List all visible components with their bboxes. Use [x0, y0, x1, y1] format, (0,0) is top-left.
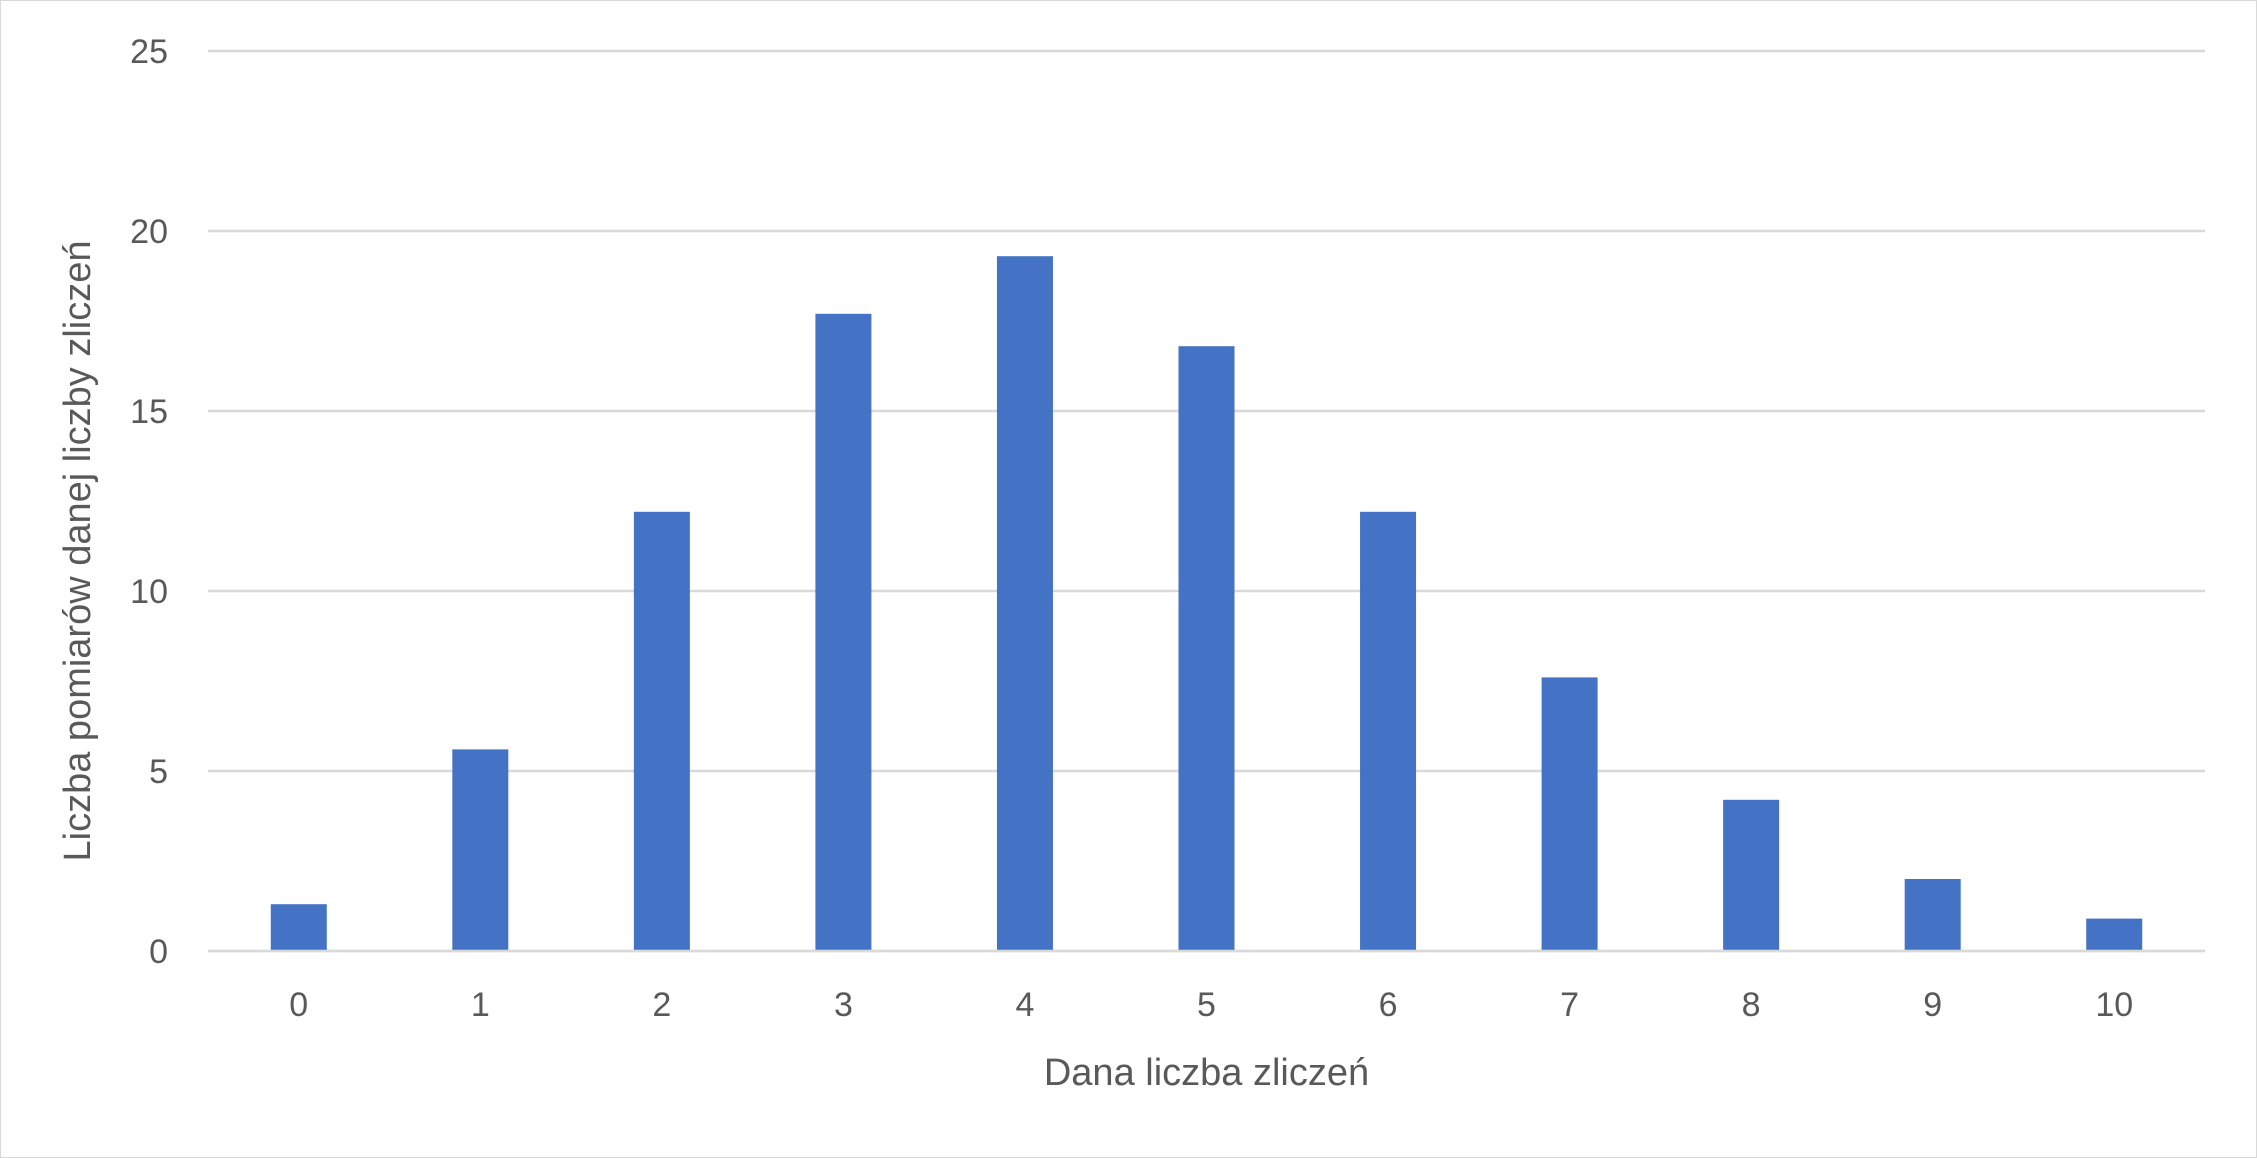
- bar-0: [270, 904, 327, 951]
- bar-3: [815, 313, 872, 951]
- x-tick-label: 2: [652, 986, 671, 1024]
- bar-8: [1723, 799, 1780, 951]
- y-tick-label: 15: [130, 393, 168, 431]
- y-tick-label: 5: [149, 753, 168, 791]
- x-tick-labels: 0 1 2 3 4 5 6 7 8 9 10: [289, 986, 2133, 1024]
- x-tick-label: 0: [289, 986, 308, 1024]
- x-tick-label: 7: [1560, 986, 1579, 1024]
- bar-2: [633, 511, 690, 951]
- bars: [208, 256, 2205, 953]
- y-tick-labels: 0 5 10 15 20 25: [130, 33, 168, 971]
- y-axis-title: Liczba pomiarów danej liczby zliczeń: [57, 241, 99, 862]
- bar-4: [996, 256, 1053, 951]
- y-tick-label: 25: [130, 33, 168, 71]
- x-tick-label: 6: [1379, 986, 1398, 1024]
- y-tick-label: 10: [130, 573, 168, 611]
- x-tick-label: 5: [1197, 986, 1216, 1024]
- bar-1: [452, 749, 509, 951]
- bar-5: [1178, 346, 1235, 951]
- y-tick-label: 0: [149, 933, 168, 971]
- x-tick-label: 10: [2095, 986, 2133, 1024]
- x-tick-label: 8: [1742, 986, 1761, 1024]
- bar-10: [2086, 918, 2143, 951]
- bar-7: [1541, 677, 1598, 951]
- x-tick-label: 3: [834, 986, 853, 1024]
- y-tick-label: 20: [130, 213, 168, 251]
- x-tick-label: 9: [1923, 986, 1942, 1024]
- x-axis-title: Dana liczba zliczeń: [1044, 1052, 1369, 1094]
- x-tick-label: 1: [471, 986, 490, 1024]
- x-tick-label: 4: [1015, 986, 1034, 1024]
- bar-9: [1904, 879, 1961, 951]
- bar-6: [1360, 511, 1417, 951]
